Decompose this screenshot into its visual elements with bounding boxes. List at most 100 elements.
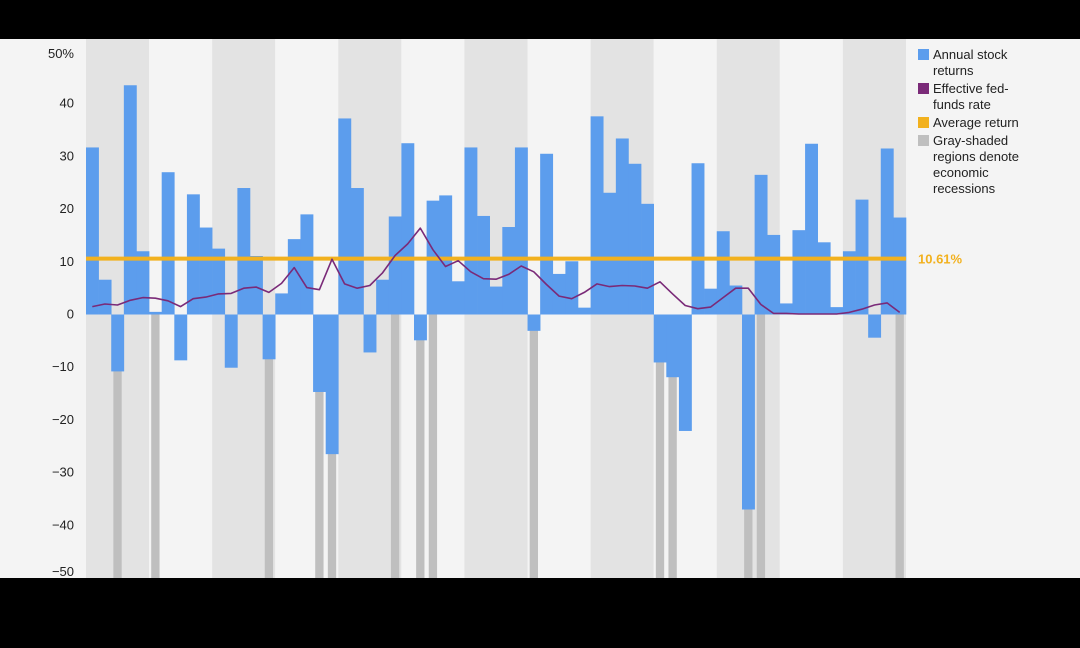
- return-bar: [502, 227, 516, 315]
- fed-funds-rate-line: [92, 227, 901, 315]
- return-bar: [86, 147, 99, 315]
- return-bar: [578, 307, 591, 315]
- return-bar: [123, 85, 137, 315]
- return-bar: [250, 256, 263, 315]
- return-bar: [779, 303, 793, 315]
- return-bars: [86, 85, 907, 510]
- y-tick-label: 30: [60, 148, 74, 163]
- return-bar: [704, 288, 718, 315]
- return-bar: [350, 188, 364, 315]
- return-bar: [212, 248, 226, 315]
- recession-band: [416, 314, 425, 578]
- return-bar: [754, 174, 768, 315]
- recession-band: [529, 314, 539, 578]
- return-bar: [691, 163, 705, 315]
- return-bar: [237, 188, 251, 315]
- y-axis: 50% 40 30 20 10 0 −10 −20 −30 −40 −50: [48, 46, 74, 578]
- average-return: 10.61%: [86, 252, 963, 267]
- legend-item-fed-funds: Effective fed-funds rate: [918, 81, 1068, 113]
- return-bar: [376, 279, 390, 315]
- return-bar: [527, 314, 541, 331]
- return-bar: [224, 314, 238, 368]
- return-bar: [111, 314, 125, 372]
- return-bar: [414, 314, 427, 341]
- chart-frame: 50% 40 30 20 10 0 −10 −20 −30 −40 −50 10.61% Annua…: [0, 39, 1080, 578]
- legend-swatch-recessions: [918, 135, 929, 146]
- return-bar: [338, 118, 352, 315]
- return-bar: [451, 281, 465, 315]
- return-bar: [149, 311, 162, 315]
- return-bar: [716, 231, 730, 315]
- return-bar: [842, 251, 856, 315]
- y-tick-label: −40: [52, 517, 74, 532]
- return-bar: [565, 261, 579, 315]
- y-tick-label: −10: [52, 359, 74, 374]
- return-bar: [136, 251, 150, 315]
- y-tick-label: 50%: [48, 46, 74, 61]
- return-bar: [300, 214, 314, 315]
- recession-band: [151, 314, 160, 578]
- return-bar: [615, 138, 629, 315]
- legend: Annual stock returns Effective fed-funds…: [918, 47, 1068, 199]
- recession-band: [756, 314, 766, 578]
- return-bar: [540, 153, 554, 315]
- return-bar: [477, 215, 490, 315]
- recession-band: [315, 314, 324, 578]
- fed-funds-line: [92, 227, 901, 315]
- legend-item-average-return: Average return: [918, 115, 1068, 131]
- return-bar: [313, 314, 326, 392]
- return-bar: [464, 147, 478, 315]
- return-bar: [186, 194, 200, 315]
- return-bar: [817, 242, 831, 315]
- y-tick-label: −20: [52, 412, 74, 427]
- return-bar: [767, 234, 781, 315]
- recession-band: [264, 314, 274, 578]
- return-bar: [275, 293, 289, 315]
- return-bar: [792, 230, 806, 315]
- return-bar: [678, 314, 692, 431]
- legend-swatch-average-return: [918, 117, 929, 128]
- return-bar: [325, 314, 339, 455]
- recession-band: [428, 314, 438, 578]
- recession-band: [895, 314, 904, 578]
- return-bar: [830, 307, 844, 315]
- return-bar: [401, 143, 415, 315]
- y-tick-label: 10: [60, 254, 74, 269]
- recession-band: [113, 314, 122, 578]
- y-tick-label: 20: [60, 201, 74, 216]
- legend-label-recessions: Gray-shaded regions denote economic rece…: [933, 133, 1020, 196]
- legend-item-stock-returns: Annual stock returns: [918, 47, 1068, 79]
- legend-label-average-return: Average return: [933, 115, 1019, 130]
- recession-band: [668, 314, 677, 578]
- return-bar: [893, 217, 907, 315]
- average-return-label: 10.61%: [918, 252, 963, 267]
- y-tick-label: 40: [60, 96, 74, 111]
- y-tick-label: −50: [52, 564, 74, 578]
- return-bar: [363, 314, 377, 353]
- recession-band: [390, 314, 400, 578]
- chart-canvas: 50% 40 30 20 10 0 −10 −20 −30 −40 −50 10.61%: [48, 39, 963, 578]
- return-bar: [653, 314, 667, 363]
- return-bar: [603, 192, 617, 315]
- return-bar: [174, 314, 188, 361]
- recession-band: [655, 314, 665, 578]
- return-bar: [199, 227, 213, 315]
- y-tick-label: −30: [52, 465, 74, 480]
- legend-item-recessions: Gray-shaded regions denote economic rece…: [918, 133, 1068, 197]
- return-bar: [880, 148, 894, 315]
- return-bar: [489, 286, 503, 315]
- return-bar: [590, 116, 604, 315]
- return-bar: [388, 216, 402, 315]
- return-bar: [262, 314, 276, 360]
- return-bar: [868, 314, 882, 338]
- return-bar: [628, 163, 642, 315]
- return-bar: [666, 314, 680, 378]
- return-bar: [514, 147, 528, 315]
- y-tick-label: 0: [67, 307, 74, 322]
- legend-label-fed-funds: Effective fed-funds rate: [933, 81, 1009, 112]
- legend-swatch-stock-returns: [918, 49, 929, 60]
- return-bar: [98, 279, 112, 315]
- return-bar: [287, 239, 301, 315]
- return-bar: [552, 273, 566, 315]
- return-bar: [805, 143, 818, 315]
